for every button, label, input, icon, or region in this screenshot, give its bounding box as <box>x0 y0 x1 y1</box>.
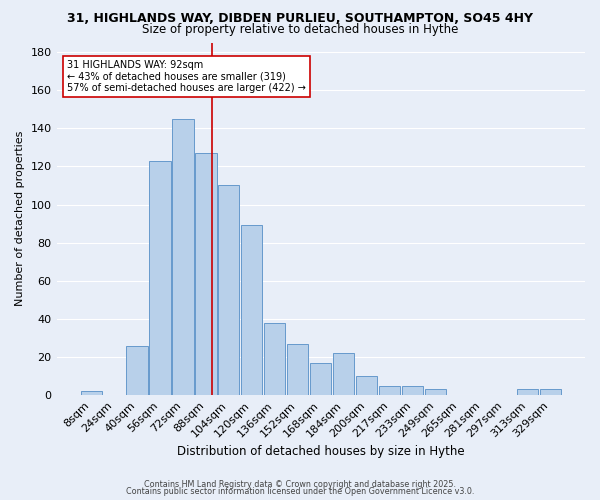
Bar <box>356 376 377 395</box>
Bar <box>333 353 354 395</box>
Bar <box>127 346 148 395</box>
Text: 31, HIGHLANDS WAY, DIBDEN PURLIEU, SOUTHAMPTON, SO45 4HY: 31, HIGHLANDS WAY, DIBDEN PURLIEU, SOUTH… <box>67 12 533 26</box>
Bar <box>287 344 308 395</box>
Text: Contains HM Land Registry data © Crown copyright and database right 2025.: Contains HM Land Registry data © Crown c… <box>144 480 456 489</box>
Bar <box>80 392 101 395</box>
Text: Contains public sector information licensed under the Open Government Licence v3: Contains public sector information licen… <box>126 488 474 496</box>
Bar <box>149 160 170 395</box>
X-axis label: Distribution of detached houses by size in Hythe: Distribution of detached houses by size … <box>177 444 464 458</box>
Bar <box>218 186 239 395</box>
Bar <box>196 153 217 395</box>
Bar <box>517 390 538 395</box>
Bar <box>241 226 262 395</box>
Bar <box>540 390 561 395</box>
Bar <box>425 390 446 395</box>
Y-axis label: Number of detached properties: Number of detached properties <box>15 131 25 306</box>
Bar <box>172 118 194 395</box>
Text: 31 HIGHLANDS WAY: 92sqm
← 43% of detached houses are smaller (319)
57% of semi-d: 31 HIGHLANDS WAY: 92sqm ← 43% of detache… <box>67 60 306 94</box>
Text: Size of property relative to detached houses in Hythe: Size of property relative to detached ho… <box>142 22 458 36</box>
Bar <box>264 322 286 395</box>
Bar <box>379 386 400 395</box>
Bar <box>402 386 423 395</box>
Bar <box>310 362 331 395</box>
